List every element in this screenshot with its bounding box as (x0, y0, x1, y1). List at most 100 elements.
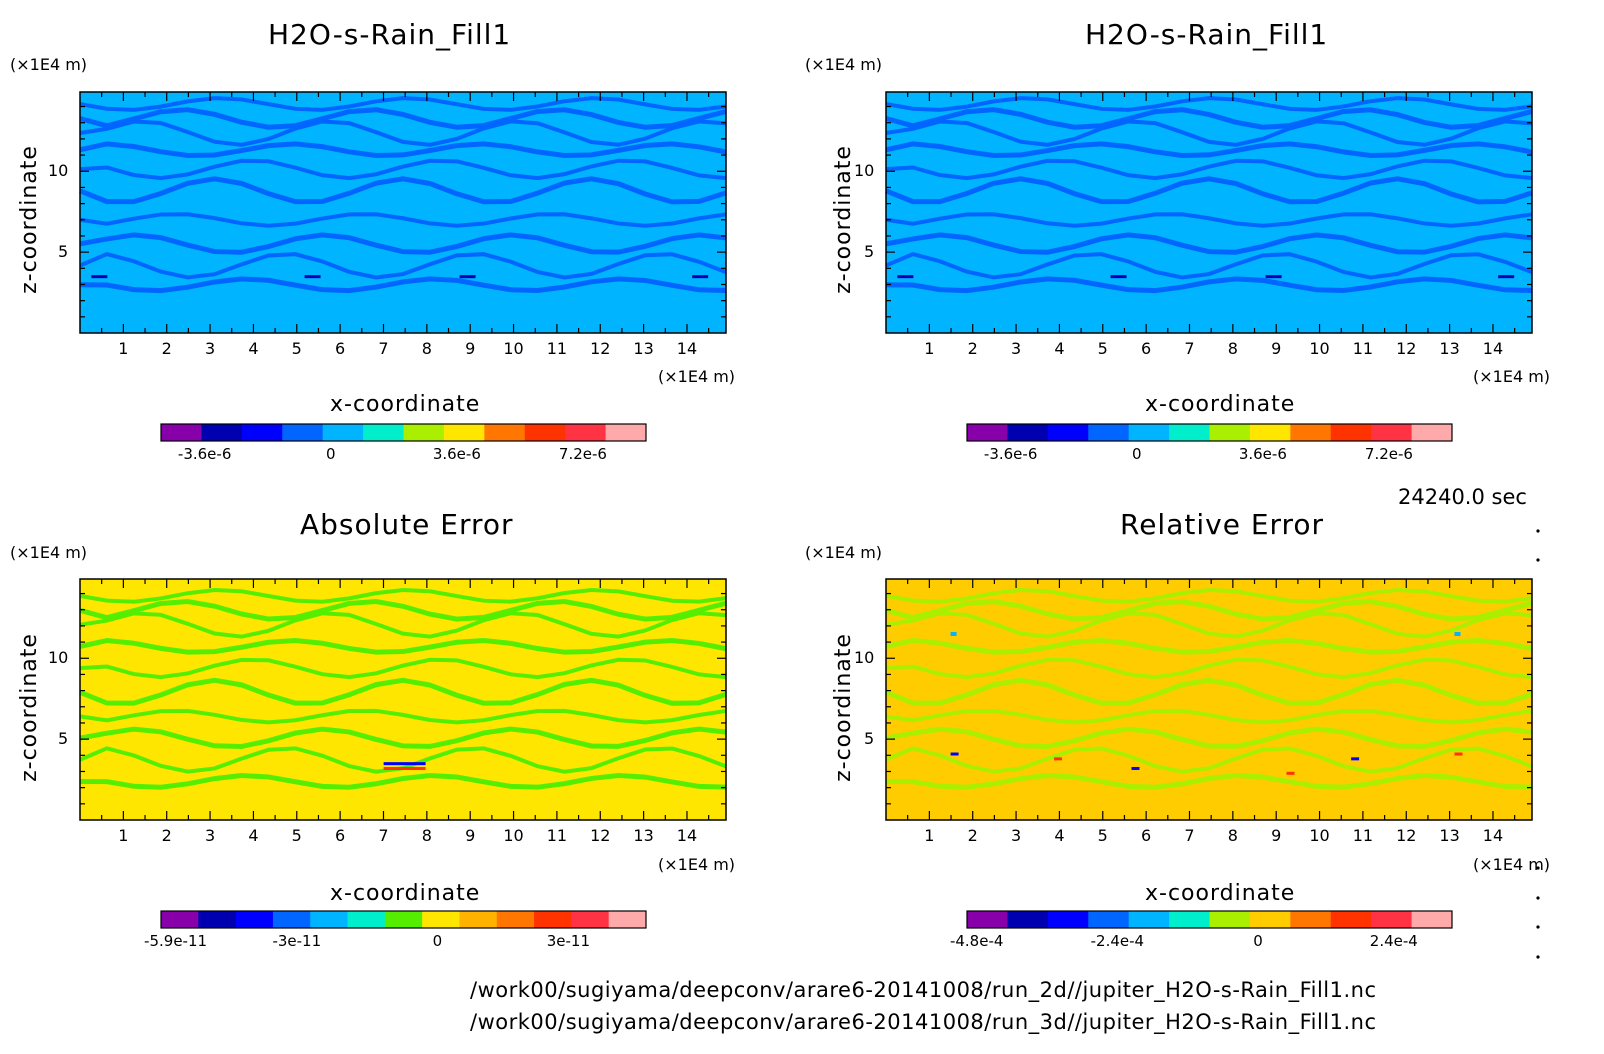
panel-2-colorbar-swatch (1047, 424, 1089, 441)
panel-4-anomaly (1053, 757, 1062, 761)
panel-1-y-tick-label: 10 (48, 161, 69, 181)
margin-dot (1536, 558, 1540, 562)
panel-4-x-tick-label: 7 (1184, 826, 1195, 845)
panel-2-title: H2O-s-Rain_Fill1 (1085, 18, 1329, 51)
panel-2-colorbar-label: 3.6e-6 (1238, 445, 1287, 463)
panel-3-x-unit: (×1E4 m) (658, 855, 736, 874)
panel-4-x-tick-label: 1 (924, 826, 935, 845)
panel-3-x-tick-label: 9 (465, 826, 476, 845)
panel-4-x-tick-label: 8 (1227, 826, 1238, 845)
time-label: 24240.0 sec (1398, 485, 1527, 509)
panel-4-x-tick-label: 3 (1010, 826, 1022, 845)
panel-2-x-tick-label: 5 (1097, 339, 1108, 358)
panel-4-colorbar-label: -2.4e-4 (1090, 932, 1145, 950)
panel-2-x-tick-label: 7 (1184, 339, 1195, 358)
panel-4-colorbar-swatch (1411, 911, 1453, 928)
panel-2-x-unit: (×1E4 m) (1473, 367, 1551, 386)
panel-2-x-tick-label: 11 (1352, 339, 1374, 358)
panel-3-contour-band (79, 708, 727, 725)
panel-3-contour-band (79, 657, 727, 680)
panel-2-contour-band (885, 141, 1533, 159)
panel-1-contour-band (79, 251, 727, 280)
panel-3-frame (79, 578, 727, 821)
panel-4-x-tick-label: 12 (1396, 826, 1417, 845)
panel-1-colorbar-swatch (201, 424, 243, 441)
panel-4-x-tick-label: 10 (1309, 826, 1330, 845)
panel-3-x-tick-label: 12 (590, 826, 611, 845)
panel-1-x-tick-label: 11 (546, 339, 568, 358)
panel-2-y-label: z-coordinate (830, 145, 856, 294)
panel-2-colorbar-label: 0 (1131, 445, 1142, 463)
panel-4-colorbar-swatch (1330, 911, 1372, 928)
panel-2-x-tick-label: 1 (924, 339, 935, 358)
panel-3-title: Absolute Error (300, 508, 514, 541)
panel-1-colorbar-swatch (484, 424, 526, 441)
panel-1-title: H2O-s-Rain_Fill1 (268, 18, 512, 51)
panel-2-colorbar-swatch (1249, 424, 1291, 441)
panel-1-x-tick-label: 6 (335, 339, 346, 358)
panel-2-frame (885, 91, 1533, 334)
panel-3-x-tick-label: 6 (335, 826, 346, 845)
panel-1-anomaly (692, 275, 709, 279)
panel-2-x-tick-label: 9 (1271, 339, 1282, 358)
panel-2-contour-band (885, 96, 1533, 112)
panel-2-anomaly (1265, 275, 1282, 279)
panel-2-colorbar-swatch (1209, 424, 1251, 441)
panel-2-colorbar-swatch (967, 424, 1008, 441)
panel-1-y-tick-label: 5 (58, 242, 69, 262)
panel-3-colorbar-swatch (422, 911, 460, 928)
panel-3-contour-band (79, 598, 727, 622)
panel-1-x-tick-label: 4 (248, 339, 259, 358)
panel-4-colorbar-swatch (1290, 911, 1332, 928)
panel-3-colorbar-swatch (384, 911, 423, 928)
panel-2-colorbar-swatch (1330, 424, 1372, 441)
file-path-3d: /work00/sugiyama/deepconv/arare6-2014100… (470, 1010, 1377, 1034)
panel-4-x-tick-label: 9 (1271, 826, 1282, 845)
panel-3-contour-band (79, 587, 727, 604)
panel-4-x-tick-label: 5 (1097, 826, 1108, 845)
panel-1-colorbar-swatch (524, 424, 566, 441)
panel-4-anomaly (1454, 632, 1461, 637)
panel-1-colorbar-swatch (605, 424, 647, 441)
panel-1-x-unit: (×1E4 m) (658, 367, 736, 386)
panel-3-x-tick-label: 11 (546, 826, 568, 845)
panel-4-contour-band (885, 772, 1533, 790)
panel-2-colorbar-swatch (1371, 424, 1413, 441)
panel-1-x-tick-label: 14 (676, 339, 698, 358)
panel-4-anomaly (950, 752, 959, 756)
panel-3-contour-band (79, 611, 727, 639)
panel-4-x-tick-label: 11 (1352, 826, 1374, 845)
margin-dot (1536, 925, 1540, 929)
panel-2-colorbar-label: -3.6e-6 (983, 445, 1038, 463)
margin-dot (1536, 866, 1540, 870)
panel-3-colorbar-swatch (235, 911, 274, 928)
panel-4-colorbar-swatch (1169, 911, 1210, 928)
panel-3-colorbar-swatch (161, 911, 199, 928)
panel-2-colorbar-swatch (1007, 424, 1049, 441)
panel-1-x-tick-label: 13 (633, 339, 654, 358)
panel-2-contour-band (885, 212, 1533, 228)
panel-1-colorbar-label: 7.2e-6 (558, 445, 607, 463)
panel-3-colorbar-swatch (459, 911, 498, 928)
panel-4-colorbar-swatch (1047, 911, 1089, 928)
panel-2-x-tick-label: 14 (1482, 339, 1504, 358)
panel-3-colorbar-label: 0 (432, 932, 443, 950)
panel-1-anomaly (459, 275, 476, 279)
panel-4-anomaly (1454, 752, 1463, 756)
panel-4-contour-band (885, 587, 1533, 604)
panel-2-x-tick-label: 12 (1396, 339, 1417, 358)
panel-1-x-tick-label: 8 (421, 339, 432, 358)
panel-3-x-tick-label: 3 (204, 826, 216, 845)
panel-2-colorbar-swatch (1411, 424, 1453, 441)
panel-2-x-label: x-coordinate (1145, 392, 1296, 417)
panel-3-colorbar-label: -3e-11 (272, 932, 322, 950)
panel-4-contour-band (885, 611, 1533, 639)
panel-3-x-tick-label: 10 (503, 826, 524, 845)
panel-3-x-label: x-coordinate (330, 881, 481, 906)
panel-3-y-tick-label: 10 (48, 648, 69, 668)
panel-1-colorbar-label: 0 (325, 445, 336, 463)
panel-1-x-label: x-coordinate (330, 392, 481, 417)
panel-2-contour-band (885, 176, 1533, 205)
panel-2-contour-band (885, 276, 1533, 294)
panel-2-x-tick-label: 13 (1439, 339, 1460, 358)
